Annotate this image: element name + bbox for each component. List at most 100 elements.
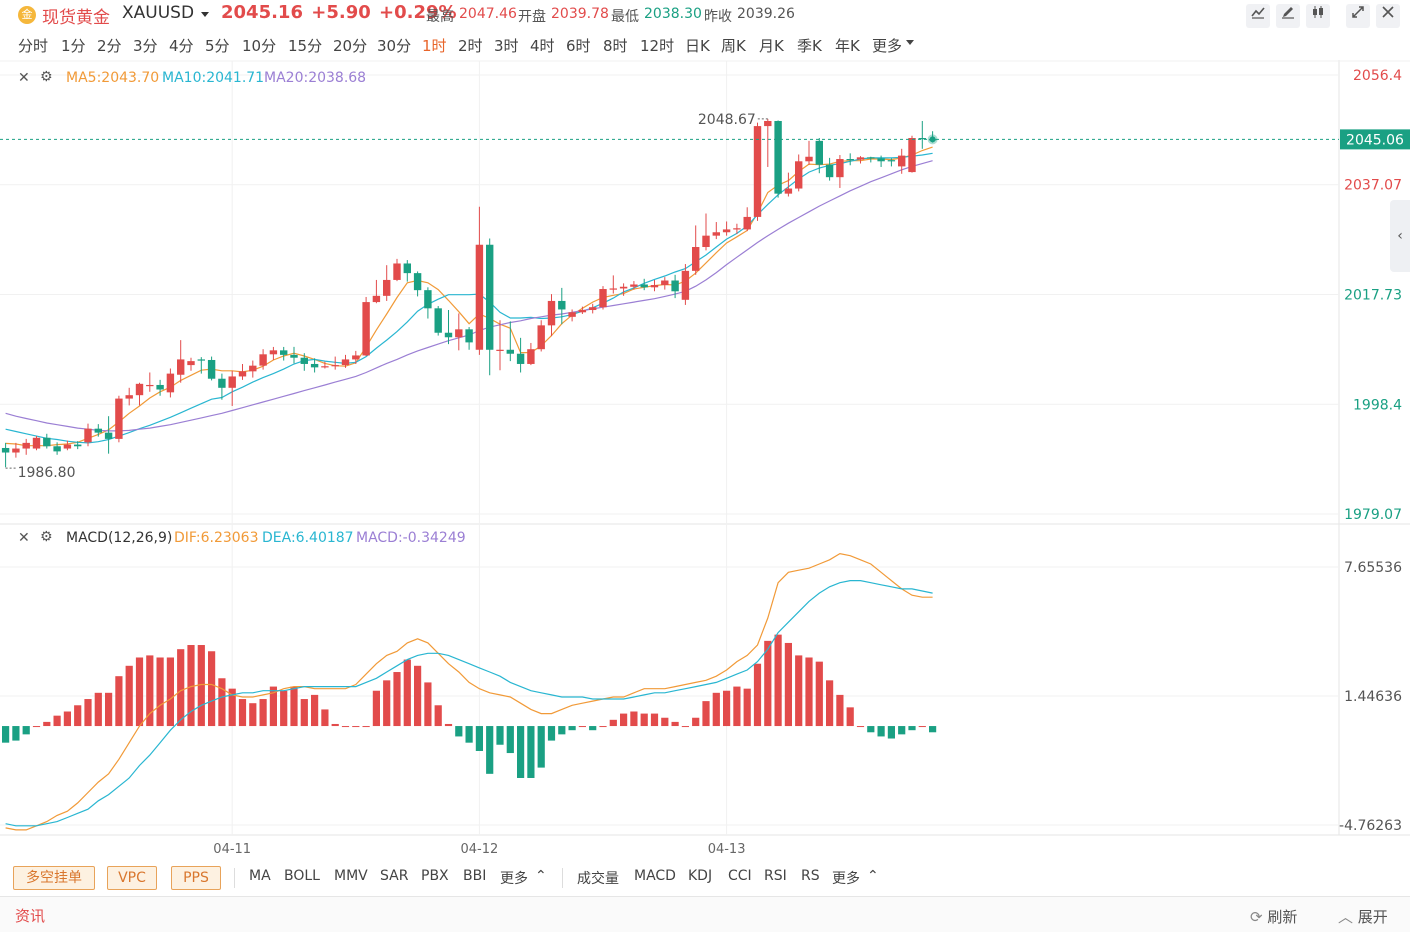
period-tab-14[interactable]: 6时 bbox=[566, 37, 591, 55]
price-change-pct: +0.29% bbox=[379, 2, 457, 23]
sub-indicator-5[interactable]: RS bbox=[801, 868, 820, 884]
chevron-down-icon[interactable] bbox=[906, 40, 914, 45]
candle-body bbox=[84, 428, 92, 443]
instrument-name[interactable]: 现货黄金 bbox=[42, 8, 110, 28]
period-tab-3[interactable]: 3分 bbox=[133, 37, 158, 55]
candle-body bbox=[104, 432, 113, 439]
main-more-button[interactable]: 更多 bbox=[500, 871, 528, 887]
candle bbox=[53, 442, 61, 455]
candle-style-icon[interactable] bbox=[1306, 4, 1330, 28]
period-tab-4[interactable]: 4分 bbox=[169, 37, 194, 55]
candle bbox=[434, 306, 442, 336]
period-tab-18[interactable]: 周K bbox=[721, 37, 746, 55]
high-label: 最高 bbox=[426, 9, 454, 25]
candle bbox=[856, 156, 865, 164]
strategy-button-1[interactable]: VPC bbox=[107, 866, 157, 890]
main-indicator-pbx[interactable]: PBX bbox=[421, 868, 449, 884]
strategy-button-2[interactable]: PPS bbox=[171, 866, 221, 890]
candle bbox=[249, 360, 257, 378]
period-tab-2[interactable]: 2分 bbox=[97, 37, 122, 55]
sub-indicator-2[interactable]: KDJ bbox=[688, 868, 713, 884]
candle-body bbox=[177, 359, 185, 375]
expand-button[interactable]: ︿ 展开 bbox=[1338, 906, 1388, 927]
close-icon[interactable]: ✕ bbox=[18, 70, 30, 86]
period-tab-22[interactable]: 更多 bbox=[872, 37, 903, 55]
instrument-symbol[interactable]: XAUUSD bbox=[122, 3, 195, 23]
candle-body bbox=[774, 120, 782, 194]
macd-bar bbox=[671, 721, 679, 727]
macd-bar bbox=[558, 726, 566, 735]
candle-body bbox=[53, 446, 61, 452]
period-tab-8[interactable]: 20分 bbox=[333, 37, 368, 55]
strategy-button-0[interactable]: 多空挂单 bbox=[13, 866, 95, 890]
candle bbox=[681, 264, 690, 305]
main-indicator-mmv[interactable]: MMV bbox=[334, 868, 368, 884]
fullscreen-icon[interactable] bbox=[1346, 4, 1370, 28]
candle-body bbox=[290, 354, 298, 358]
chevron-up-icon: ︿ bbox=[1338, 908, 1354, 926]
dea-legend: DEA:6.40187 bbox=[262, 530, 354, 546]
candle-body bbox=[12, 448, 20, 453]
high-marker-label: 2048.67 bbox=[698, 112, 756, 128]
line-chart-icon[interactable] bbox=[1246, 4, 1270, 28]
candle bbox=[32, 436, 41, 451]
period-tab-21[interactable]: 年K bbox=[835, 37, 860, 55]
period-tab-13[interactable]: 4时 bbox=[530, 37, 555, 55]
period-tab-16[interactable]: 12时 bbox=[640, 37, 675, 55]
period-tab-5[interactable]: 5分 bbox=[205, 37, 230, 55]
macd-bar bbox=[290, 686, 298, 727]
chevron-up-icon[interactable]: ⌃ bbox=[867, 868, 879, 884]
sub-indicator-4[interactable]: RSI bbox=[764, 868, 787, 884]
candle bbox=[383, 265, 391, 301]
sub-indicator-0[interactable]: 成交量 bbox=[577, 871, 619, 887]
candle bbox=[341, 354, 350, 368]
period-tab-19[interactable]: 月K bbox=[759, 37, 784, 55]
period-tab-15[interactable]: 8时 bbox=[603, 37, 628, 55]
period-tab-7[interactable]: 15分 bbox=[288, 37, 323, 55]
chevron-up-icon[interactable]: ⌃ bbox=[535, 868, 547, 884]
draw-pen-icon[interactable] bbox=[1276, 4, 1300, 28]
chart-area[interactable]: 2056.4 2037.07 2017.73 1998.4 1979.07 04-11 04… bbox=[0, 0, 1410, 860]
indicator-bar: 多空挂单 VPC PPS MA BOLL MMV SAR PBX BBI 更多 ⌃ 成交量 MACD KD… bbox=[0, 862, 1410, 894]
news-tab[interactable]: 资讯 bbox=[15, 907, 46, 925]
candle bbox=[465, 327, 473, 350]
main-indicator-boll[interactable]: BOLL bbox=[284, 868, 320, 884]
side-panel-toggle[interactable]: ‹ bbox=[1390, 200, 1410, 272]
candle-body bbox=[125, 395, 133, 399]
candle bbox=[475, 206, 484, 355]
main-indicator-bbi[interactable]: BBI bbox=[463, 868, 487, 884]
chevron-down-icon[interactable] bbox=[201, 12, 209, 17]
price-tick-label: 1998.4 bbox=[1353, 397, 1402, 413]
macd-bar bbox=[723, 690, 731, 727]
candle-body bbox=[692, 247, 700, 271]
period-tab-1[interactable]: 1分 bbox=[61, 37, 86, 55]
candle-body bbox=[671, 280, 679, 292]
refresh-button[interactable]: ⟳ 刷新 bbox=[1250, 906, 1297, 927]
period-tab-20[interactable]: 季K bbox=[797, 37, 822, 55]
candle bbox=[836, 155, 844, 188]
close-icon[interactable] bbox=[1376, 4, 1400, 28]
candle bbox=[84, 423, 92, 447]
gear-icon[interactable]: ⚙ bbox=[40, 69, 53, 85]
close-icon[interactable]: ✕ bbox=[18, 530, 30, 546]
period-tab-0[interactable]: 分时 bbox=[18, 37, 49, 55]
macd-bar bbox=[197, 645, 205, 727]
candle-body bbox=[455, 329, 463, 338]
period-tab-10[interactable]: 1时 bbox=[422, 37, 447, 55]
main-indicator-sar[interactable]: SAR bbox=[380, 868, 409, 884]
period-tab-6[interactable]: 10分 bbox=[242, 37, 277, 55]
sub-more-button[interactable]: 更多 bbox=[832, 871, 860, 887]
main-indicator-ma[interactable]: MA bbox=[249, 868, 271, 884]
period-tab-12[interactable]: 3时 bbox=[494, 37, 519, 55]
macd-bar bbox=[640, 713, 648, 727]
sub-indicator-1[interactable]: MACD bbox=[634, 868, 676, 884]
ma-line-ma5 bbox=[5, 146, 933, 447]
sub-indicator-3[interactable]: CCI bbox=[728, 868, 752, 884]
period-tab-11[interactable]: 2时 bbox=[458, 37, 483, 55]
period-tab-9[interactable]: 30分 bbox=[377, 37, 412, 55]
macd-bar bbox=[393, 672, 401, 727]
gear-icon[interactable]: ⚙ bbox=[40, 529, 53, 545]
macd-bar bbox=[1, 726, 10, 743]
period-tab-17[interactable]: 日K bbox=[685, 37, 710, 55]
candle-body bbox=[341, 359, 350, 366]
